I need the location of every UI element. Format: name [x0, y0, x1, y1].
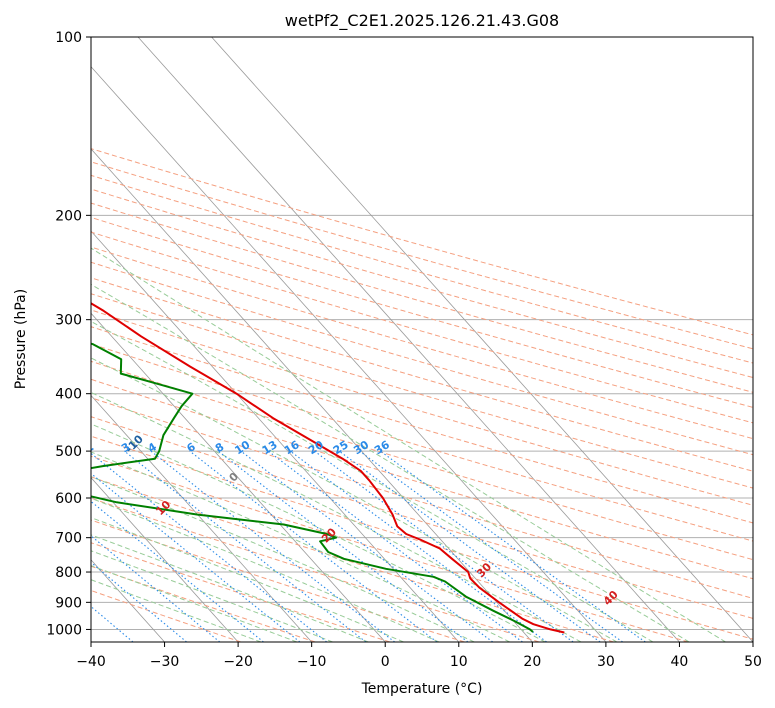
dry-adiabat-line — [91, 416, 753, 619]
isotherm-label: 0 — [227, 470, 242, 485]
moist-adiabat-line — [91, 247, 726, 642]
isotherm-line — [211, 37, 753, 642]
moist-adiabat-line — [91, 476, 475, 642]
isotherm-lines — [91, 37, 753, 642]
dry-adiabat-line — [91, 246, 753, 440]
isotherm-line — [91, 66, 607, 642]
mixing-ratio-label: 20 — [306, 438, 326, 457]
dry-adiabat-line — [91, 378, 753, 580]
mixing-ratio-line — [338, 450, 601, 642]
dewpoint-line — [91, 342, 534, 633]
plot-area: -100-90-80-70-60-50-40-30-20-10010203040… — [0, 37, 753, 642]
mixing-ratio-line — [240, 450, 494, 642]
x-tick-label: −10 — [297, 654, 327, 670]
mixing-ratio-label: 8 — [213, 440, 226, 455]
x-axis-label: Temperature (°C) — [361, 681, 483, 697]
mixing-ratio-line — [91, 561, 187, 642]
moist-adiabat-lines — [91, 247, 726, 642]
dry-adiabat-line — [91, 360, 753, 561]
y-tick-label: 600 — [55, 491, 82, 507]
moist-adiabat-line — [91, 451, 510, 642]
isotherm-line — [91, 394, 312, 642]
y-tick-label: 500 — [55, 444, 82, 460]
plot-frame — [90, 36, 754, 643]
mixing-ratio-line — [91, 452, 328, 642]
y-tick-label: 300 — [55, 313, 82, 329]
x-tick-label: 40 — [671, 654, 689, 670]
x-tick-label: −30 — [150, 654, 180, 670]
temperature-line — [91, 302, 565, 634]
x-tick-label: 0 — [381, 654, 390, 670]
dry-adiabat-line — [91, 148, 753, 336]
y-axis: 100 200 300 400 500 600 700 800 900 1000 — [46, 30, 91, 638]
y-tick-label: 900 — [55, 595, 82, 611]
dry-adiabat-line — [91, 188, 753, 379]
dry-adiabat-line — [91, 231, 753, 424]
mixing-ratio-label: 2 — [83, 440, 96, 455]
mixing-ratio-line — [380, 450, 646, 642]
mixing-ratio-line — [359, 450, 623, 642]
moist-adiabat-line — [91, 320, 654, 642]
dry-adiabat-line — [91, 589, 241, 642]
mixing-ratio-label: 1 — [24, 440, 37, 455]
y-tick-label: 100 — [55, 30, 82, 46]
mixing-ratio-line — [217, 450, 469, 642]
x-tick-label: −20 — [223, 654, 253, 670]
mixing-ratio-label: 30 — [351, 438, 371, 457]
moist-adiabat-label: 10 — [153, 498, 173, 518]
dry-adiabat-line — [91, 174, 753, 364]
mixing-ratio-line — [91, 535, 221, 642]
mixing-ratio-line — [314, 450, 574, 642]
moist-adiabat-line — [91, 550, 333, 642]
x-tick-label: −40 — [76, 654, 106, 670]
dry-adiabat-line — [91, 397, 753, 599]
dry-adiabat-line — [91, 261, 753, 456]
mixing-ratio-line — [267, 450, 523, 642]
moist-adiabat-line — [91, 283, 690, 642]
dry-adiabat-line — [91, 565, 316, 642]
isotherm-label: -20 — [10, 389, 33, 412]
y-tick-label: 200 — [55, 208, 82, 224]
y-tick-label: 700 — [55, 531, 82, 547]
dry-adiabat-line — [91, 277, 753, 472]
isotherm-line — [91, 477, 239, 642]
mixing-ratio-line — [91, 472, 301, 642]
isotherm-line — [91, 148, 533, 642]
dry-adiabat-line — [91, 309, 753, 506]
dry-adiabat-line — [91, 202, 753, 393]
dry-adiabat-lines — [91, 148, 753, 642]
y-tick-label: 1000 — [46, 622, 82, 638]
moist-adiabat-line — [91, 579, 262, 642]
mixing-ratio-line — [189, 450, 438, 642]
y-tick-label: 800 — [55, 565, 82, 581]
x-tick-label: 30 — [597, 654, 615, 670]
isotherm-line — [137, 37, 680, 642]
dry-adiabat-line — [91, 497, 540, 642]
moist-adiabat-line — [91, 391, 582, 642]
moist-adiabat-line — [91, 565, 298, 642]
chart-title: wetPf2_C2E1.2025.126.21.43.G08 — [285, 11, 559, 31]
dry-adiabat-line — [91, 435, 753, 640]
moist-adiabat-line — [91, 423, 546, 642]
x-tick-label: 50 — [744, 654, 762, 670]
dry-adiabat-line — [91, 542, 391, 642]
y-axis-label: Pressure (hPa) — [13, 289, 29, 389]
mixing-ratio-label: 10 — [232, 438, 252, 457]
dry-adiabat-line — [91, 343, 753, 542]
dry-adiabat-line — [91, 216, 753, 408]
isotherm-line — [91, 312, 386, 642]
mixing-ratio-lines — [91, 450, 646, 642]
x-tick-label: 10 — [450, 654, 468, 670]
isotherm-line — [91, 230, 460, 642]
y-tick-label: 400 — [55, 387, 82, 403]
x-axis: −40 −30 −20 −10 0 10 20 30 40 50 — [76, 642, 762, 670]
mixing-ratio-label: 0.6 — [0, 437, 2, 459]
mixing-ratio-line — [91, 500, 264, 642]
sounding-lines — [91, 302, 565, 634]
dry-adiabat-line — [91, 161, 753, 350]
dry-adiabat-line — [91, 519, 465, 642]
mixing-ratio-line — [91, 605, 134, 642]
x-tick-label: 20 — [523, 654, 541, 670]
